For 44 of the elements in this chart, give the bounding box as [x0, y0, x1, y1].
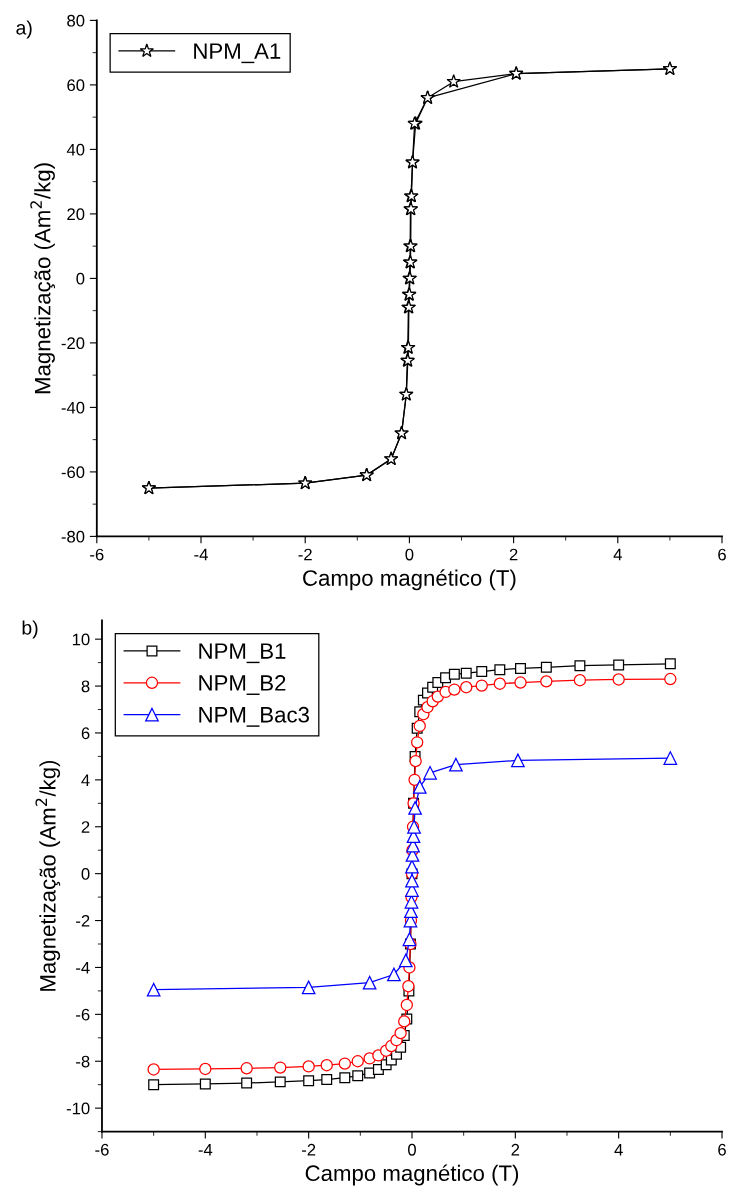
text: a) — [16, 20, 32, 39]
x-tick-label: -4 — [198, 1144, 213, 1156]
x-tick-label: -6 — [90, 548, 104, 561]
y-tick-label: -4 — [76, 962, 90, 974]
x-tick-label: -2 — [298, 548, 312, 561]
x-tick-label: -2 — [301, 1143, 316, 1156]
legend-label: NPM_Bac3 — [199, 706, 309, 727]
x-tick-label: 4 — [614, 1144, 623, 1156]
y-tick-label: 40 — [66, 143, 85, 156]
y-tick-label: 6 — [81, 727, 90, 740]
x-tick-label: 6 — [718, 1143, 726, 1156]
y-axis-title: Magnetização (Am$^{2}$/kg) — [30, 163, 56, 394]
x-tick-label: 6 — [718, 548, 726, 561]
x-tick-label: -6 — [95, 1143, 109, 1156]
legend-label: NPM_B1 — [199, 643, 286, 664]
y-tick-label: -6 — [76, 1008, 90, 1021]
text: b) — [22, 620, 38, 639]
x-tick-label: 2 — [509, 548, 518, 561]
x-tick-label: 0 — [408, 1143, 416, 1156]
y-tick-label: 0 — [76, 272, 85, 285]
y-tick-label: 20 — [67, 208, 85, 221]
y-tick-label: 60 — [67, 79, 85, 92]
y-tick-label: 2 — [81, 821, 90, 833]
legend-label: NPM_A1 — [194, 43, 281, 64]
x-tick-label: -4 — [194, 548, 208, 561]
y-tick-label: -80 — [61, 530, 85, 543]
y-tick-label: 80 — [67, 14, 85, 27]
x-tick-label: 2 — [511, 1143, 520, 1156]
y-tick-label: 10 — [72, 633, 90, 646]
x-axis-title: Campo magnético (T) — [303, 569, 516, 591]
y-tick-label: -10 — [66, 1102, 90, 1115]
y-tick-label: 4 — [81, 774, 90, 786]
y-tick-label: -60 — [61, 466, 85, 479]
y-tick-label: -8 — [76, 1055, 90, 1068]
x-tick-label: 0 — [405, 548, 414, 561]
y-tick-label: 8 — [81, 680, 90, 693]
y-tick-label: -2 — [76, 914, 90, 927]
y-tick-label: -20 — [61, 337, 85, 350]
x-tick-label: 4 — [613, 548, 622, 561]
y-axis-title: Magnetização (Am$^{2}$/kg) — [35, 760, 61, 991]
y-tick-label: 0 — [81, 868, 90, 880]
y-tick-label: -40 — [61, 401, 85, 414]
legend-label: NPM_B2 — [199, 675, 286, 695]
x-axis-title: Campo magnético (T) — [305, 1164, 519, 1186]
